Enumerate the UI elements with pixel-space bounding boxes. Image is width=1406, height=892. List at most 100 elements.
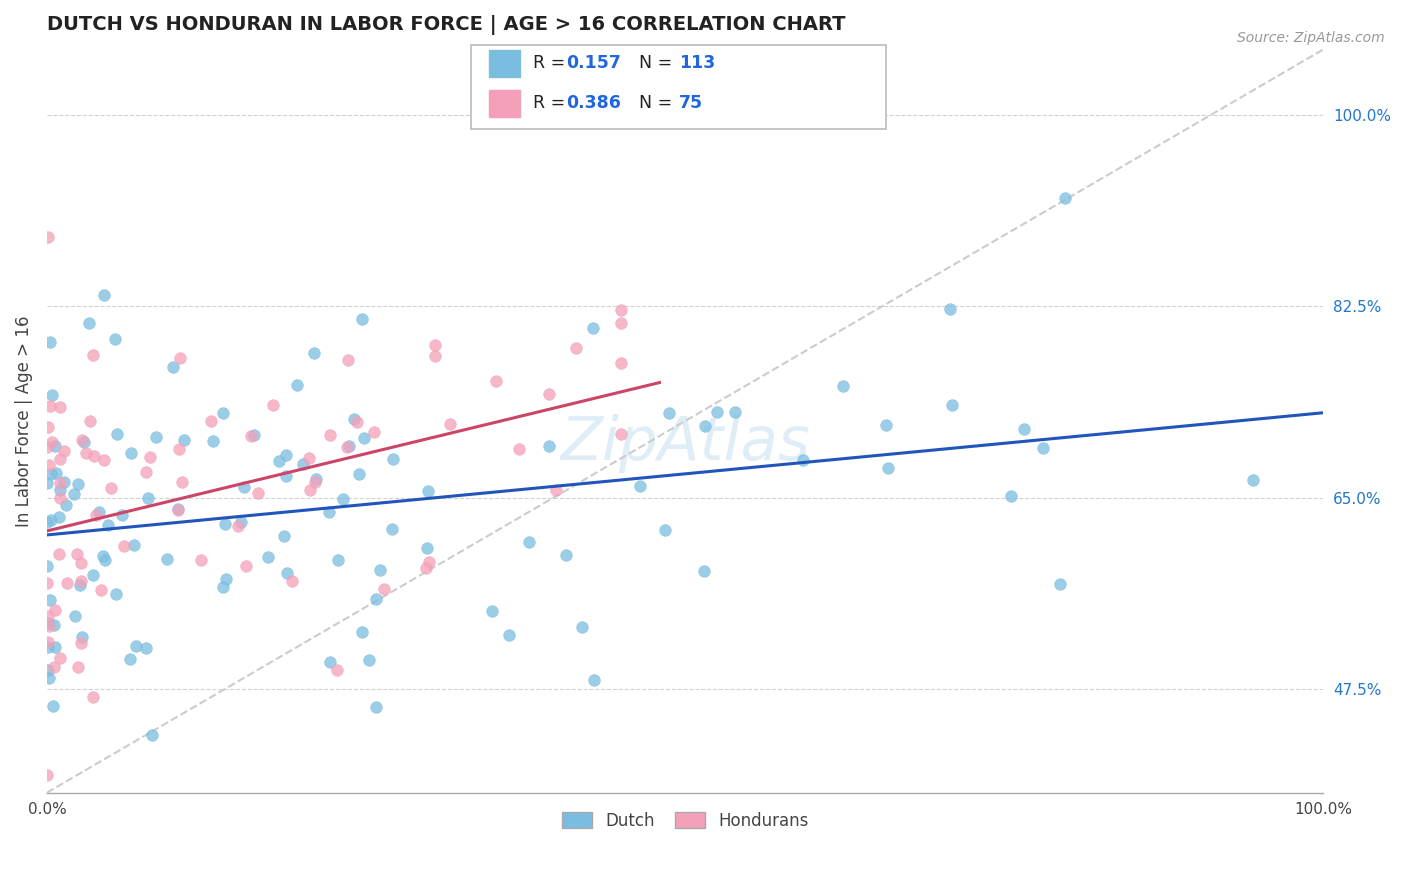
- Point: [337, 439, 360, 453]
- Point: [38, 458, 60, 472]
- Point: [69, 578, 91, 592]
- Point: [226, 519, 249, 533]
- Point: [239, 429, 262, 443]
- Point: [212, 580, 235, 594]
- Point: [439, 417, 461, 431]
- Point: [215, 572, 238, 586]
- Point: [202, 434, 225, 449]
- Point: [415, 561, 437, 575]
- Point: [941, 398, 963, 412]
- Point: [52, 444, 75, 458]
- Point: [63, 608, 86, 623]
- Point: [939, 302, 962, 317]
- Point: [135, 640, 157, 655]
- Point: [658, 406, 681, 420]
- Text: 0.386: 0.386: [567, 95, 621, 112]
- Y-axis label: In Labor Force | Age > 16: In Labor Force | Age > 16: [15, 315, 32, 527]
- Point: [170, 475, 193, 489]
- Point: [318, 505, 340, 519]
- Point: [67, 477, 90, 491]
- Point: [167, 442, 190, 456]
- Point: [37, 640, 59, 654]
- Point: [423, 349, 446, 363]
- Point: [37, 476, 59, 491]
- Point: [37, 615, 59, 630]
- Point: [350, 312, 373, 326]
- Point: [231, 515, 253, 529]
- Point: [79, 316, 101, 330]
- Point: [112, 539, 135, 553]
- Point: [336, 440, 359, 454]
- Point: [363, 425, 385, 439]
- Point: [44, 640, 66, 655]
- Point: [48, 491, 70, 505]
- Point: [353, 431, 375, 445]
- Point: [1012, 422, 1035, 436]
- Point: [37, 576, 59, 591]
- Point: [63, 487, 86, 501]
- Point: [233, 480, 256, 494]
- Point: [49, 400, 72, 414]
- Point: [364, 592, 387, 607]
- Point: [364, 700, 387, 714]
- Point: [373, 582, 395, 596]
- Point: [82, 690, 104, 704]
- Point: [125, 639, 148, 653]
- Point: [35, 515, 58, 529]
- Point: [82, 348, 104, 362]
- Point: [66, 659, 89, 673]
- Point: [792, 453, 814, 467]
- Point: [162, 359, 184, 374]
- Point: [544, 483, 567, 498]
- Point: [508, 442, 530, 457]
- Point: [485, 375, 508, 389]
- Point: [298, 451, 321, 466]
- Point: [628, 479, 651, 493]
- Point: [332, 491, 354, 506]
- Point: [242, 428, 264, 442]
- Point: [118, 652, 141, 666]
- Text: N =: N =: [628, 95, 678, 112]
- Point: [49, 650, 72, 665]
- Point: [37, 664, 59, 678]
- Point: [111, 508, 134, 522]
- Point: [37, 230, 59, 244]
- Point: [416, 483, 439, 498]
- Point: [124, 538, 146, 552]
- Point: [235, 558, 257, 573]
- Point: [139, 450, 162, 464]
- Point: [93, 453, 115, 467]
- Point: [69, 636, 91, 650]
- Point: [70, 433, 93, 447]
- Point: [44, 603, 66, 617]
- Point: [41, 434, 63, 449]
- Point: [343, 412, 366, 426]
- Point: [38, 671, 60, 685]
- Point: [565, 341, 588, 355]
- Point: [382, 451, 405, 466]
- Point: [41, 388, 63, 402]
- Point: [37, 634, 59, 648]
- Point: [582, 320, 605, 334]
- Point: [1241, 473, 1264, 487]
- Point: [48, 510, 70, 524]
- Point: [347, 467, 370, 482]
- Point: [39, 334, 62, 349]
- Text: DUTCH VS HONDURAN IN LABOR FORCE | AGE > 16 CORRELATION CHART: DUTCH VS HONDURAN IN LABOR FORCE | AGE >…: [46, 15, 845, 35]
- Point: [82, 568, 104, 582]
- Point: [37, 420, 59, 434]
- Point: [75, 446, 97, 460]
- Point: [610, 426, 633, 441]
- Point: [319, 428, 342, 442]
- Point: [498, 628, 520, 642]
- Point: [304, 346, 326, 360]
- Point: [381, 522, 404, 536]
- Point: [273, 529, 295, 543]
- Point: [70, 574, 93, 588]
- Point: [42, 660, 65, 674]
- Point: [304, 475, 326, 490]
- Point: [1049, 577, 1071, 591]
- Text: R =: R =: [533, 54, 571, 72]
- Point: [423, 337, 446, 351]
- Point: [49, 483, 72, 497]
